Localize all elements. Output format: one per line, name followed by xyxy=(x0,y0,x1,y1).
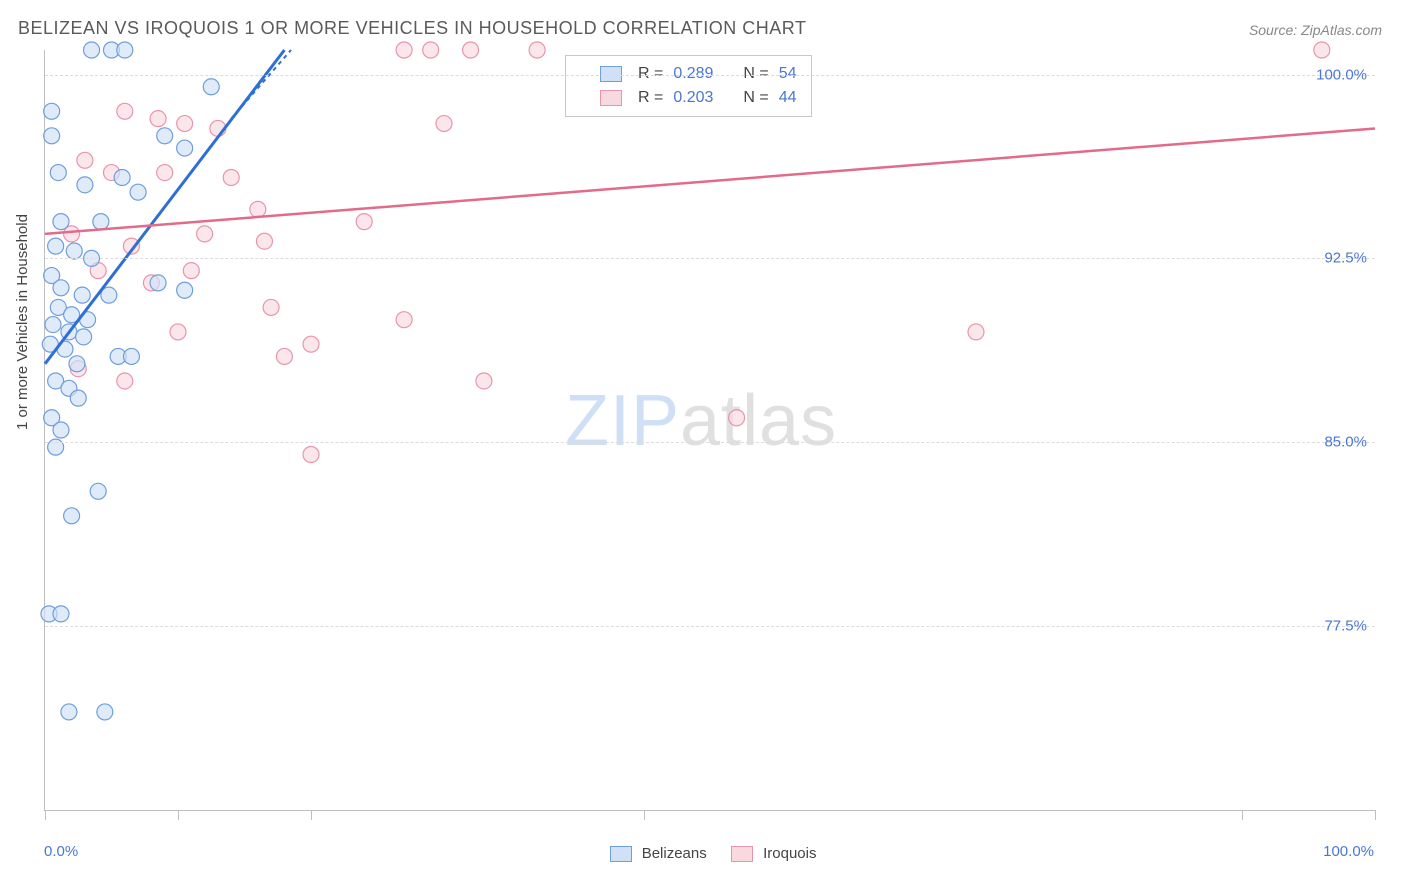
r-value-iroquois: 0.203 xyxy=(673,86,713,110)
data-point xyxy=(97,704,113,720)
data-point xyxy=(157,165,173,181)
gridline xyxy=(45,442,1375,443)
gridline xyxy=(45,75,1375,76)
data-point xyxy=(396,42,412,58)
x-tick xyxy=(1375,810,1376,820)
data-point xyxy=(263,299,279,315)
data-point xyxy=(44,128,60,144)
data-point xyxy=(130,184,146,200)
data-point xyxy=(203,79,219,95)
data-point xyxy=(476,373,492,389)
data-point xyxy=(356,214,372,230)
data-point xyxy=(303,447,319,463)
y-axis-label: 1 or more Vehicles in Household xyxy=(14,214,31,430)
data-point xyxy=(84,42,100,58)
r-label: R = xyxy=(638,86,663,110)
data-point xyxy=(729,410,745,426)
data-point xyxy=(197,226,213,242)
y-tick-label: 100.0% xyxy=(1316,66,1367,83)
legend-label-belizeans: Belizeans xyxy=(642,845,707,862)
legend-label-iroquois: Iroquois xyxy=(763,845,816,862)
data-point xyxy=(114,169,130,185)
data-point xyxy=(256,233,272,249)
data-point xyxy=(170,324,186,340)
data-point xyxy=(117,42,133,58)
data-point xyxy=(48,238,64,254)
data-point xyxy=(53,280,69,296)
data-point xyxy=(117,103,133,119)
data-point xyxy=(968,324,984,340)
data-point xyxy=(77,177,93,193)
gridline xyxy=(45,626,1375,627)
data-point xyxy=(61,704,77,720)
data-point xyxy=(1314,42,1330,58)
x-tick xyxy=(1242,810,1243,820)
data-point xyxy=(76,329,92,345)
swatch-iroquois xyxy=(600,90,622,106)
data-point xyxy=(396,312,412,328)
x-tick xyxy=(178,810,179,820)
scatter-plot-area: ZIPatlas R = 0.289 N = 54 R = 0.203 N = … xyxy=(44,50,1375,811)
data-point xyxy=(223,169,239,185)
data-point xyxy=(93,214,109,230)
data-point xyxy=(44,103,60,119)
trend-line xyxy=(45,128,1375,233)
data-point xyxy=(123,348,139,364)
data-point xyxy=(45,317,61,333)
gridline xyxy=(45,258,1375,259)
data-point xyxy=(77,152,93,168)
x-tick xyxy=(311,810,312,820)
legend-row-iroquois: R = 0.203 N = 44 xyxy=(580,86,797,110)
x-tick xyxy=(644,810,645,820)
data-point xyxy=(276,348,292,364)
data-point xyxy=(50,165,66,181)
data-point xyxy=(64,508,80,524)
data-point xyxy=(70,390,86,406)
y-tick-label: 92.5% xyxy=(1324,250,1367,267)
data-point xyxy=(183,263,199,279)
chart-title: BELIZEAN VS IROQUOIS 1 OR MORE VEHICLES … xyxy=(18,18,806,39)
correlation-legend: R = 0.289 N = 54 R = 0.203 N = 44 xyxy=(565,55,812,117)
data-point xyxy=(150,111,166,127)
data-point xyxy=(69,356,85,372)
data-point xyxy=(74,287,90,303)
data-point xyxy=(53,422,69,438)
data-point xyxy=(303,336,319,352)
data-point xyxy=(463,42,479,58)
data-point xyxy=(53,606,69,622)
data-point xyxy=(423,42,439,58)
trend-line xyxy=(45,50,284,364)
data-point xyxy=(66,243,82,259)
data-point xyxy=(157,128,173,144)
n-label: N = xyxy=(743,86,768,110)
swatch-iroquois xyxy=(731,846,753,862)
data-point xyxy=(177,116,193,132)
data-point xyxy=(90,483,106,499)
series-legend: Belizeans Iroquois xyxy=(0,845,1406,862)
y-tick-label: 85.0% xyxy=(1324,434,1367,451)
n-value-iroquois: 44 xyxy=(779,86,797,110)
data-point xyxy=(250,201,266,217)
data-point xyxy=(436,116,452,132)
data-point xyxy=(177,282,193,298)
swatch-belizeans xyxy=(610,846,632,862)
data-point xyxy=(117,373,133,389)
data-point xyxy=(529,42,545,58)
source-attribution: Source: ZipAtlas.com xyxy=(1249,22,1382,38)
data-point xyxy=(53,214,69,230)
plot-svg xyxy=(45,50,1375,810)
x-tick xyxy=(45,810,46,820)
data-point xyxy=(150,275,166,291)
data-point xyxy=(177,140,193,156)
y-tick-label: 77.5% xyxy=(1324,618,1367,635)
